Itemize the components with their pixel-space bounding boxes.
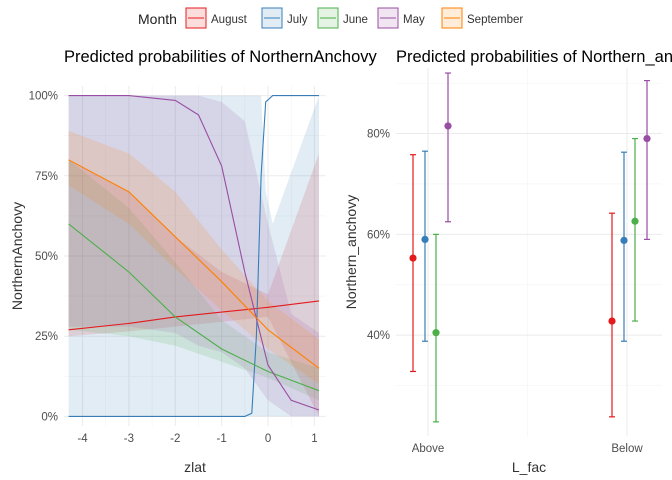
point-may-above [444,122,452,130]
left-y-tick-label: 0% [41,411,58,423]
right-x-tick-label-below: Below [611,443,643,455]
legend-label-july: July [287,14,308,26]
legend-item-august: August [185,7,248,29]
point-august-above [409,254,417,262]
left-y-tick-label: 50% [35,251,58,263]
series-june [432,137,639,423]
right-plot-area [396,68,662,436]
legend: Month August July June May September [138,7,523,29]
right-x-tick-label-above: Above [412,443,445,455]
right-y-tick-label: 80% [367,129,390,141]
left-x-tick-labels: -4 -3 -2 -1 0 1 [77,433,317,445]
left-panel: 0% 25% 50% 75% 100% -4 -3 -2 -1 0 1 Predicted pro… [9,48,378,475]
left-x-tick-label: 0 [265,433,271,445]
right-marks [409,72,651,423]
right-x-tick-labels: Above Below [412,443,644,455]
left-chart-title: Predicted probabilities of NorthernAncho… [64,48,378,66]
ribbon-august [68,153,319,417]
right-y-tick-label: 60% [367,229,390,241]
legend-label-june: June [343,14,368,26]
line-september [68,159,320,369]
line-july [68,95,319,417]
left-grid [64,86,326,426]
legend-item-may: May [377,7,425,29]
point-june-below [631,217,639,225]
right-panel: 40% 60% 80% Above Below Predicted probabili… [343,48,672,475]
point-june-above [432,329,440,337]
right-y-axis-label: Northern_anchovy [343,195,359,309]
left-x-axis-label: zlat [184,459,206,475]
left-x-tick-label: -2 [170,433,180,445]
legend-label-august: August [211,14,248,26]
chart-panels: 0% 25% 50% 75% 100% -4 -3 -2 -1 0 1 Predicted pro… [9,48,672,475]
left-y-axis-label: NorthernAnchovy [9,202,25,310]
series-may [444,72,651,240]
series-august [409,154,616,418]
right-chart-title: Predicted probabilities of Northern_anch… [396,48,672,66]
left-x-tick-label: -3 [124,433,134,445]
left-y-tick-label: 100% [29,91,58,103]
legend-items: August July June May September [185,7,523,29]
left-y-tick-labels: 0% 25% 50% 75% 100% [29,91,58,424]
left-lines [68,95,320,417]
right-y-tick-label: 40% [367,330,390,342]
line-may [68,95,320,411]
point-may-below [643,134,651,143]
left-x-tick-label: -1 [217,433,227,445]
point-august-below [608,317,616,325]
line-august [68,300,320,331]
left-x-tick-label: 1 [311,433,317,445]
right-x-axis-label: L_fac [512,459,546,475]
legend-label-september: September [467,14,523,26]
ribbon-june [68,159,319,401]
line-june [68,223,320,392]
right-grid [396,68,662,436]
point-july-above [421,235,429,243]
legend-title: Month [138,11,177,27]
left-x-tick-label: -4 [77,433,88,445]
left-y-tick-label: 25% [35,331,58,343]
legend-item-july: July [261,7,308,29]
point-july-below [620,236,628,245]
left-y-tick-label: 75% [35,171,58,183]
legend-item-june: June [317,7,368,29]
legend-item-september: September [441,7,523,29]
legend-label-may: May [403,14,425,26]
right-y-tick-labels: 40% 60% 80% [367,129,390,343]
series-july [421,150,628,342]
